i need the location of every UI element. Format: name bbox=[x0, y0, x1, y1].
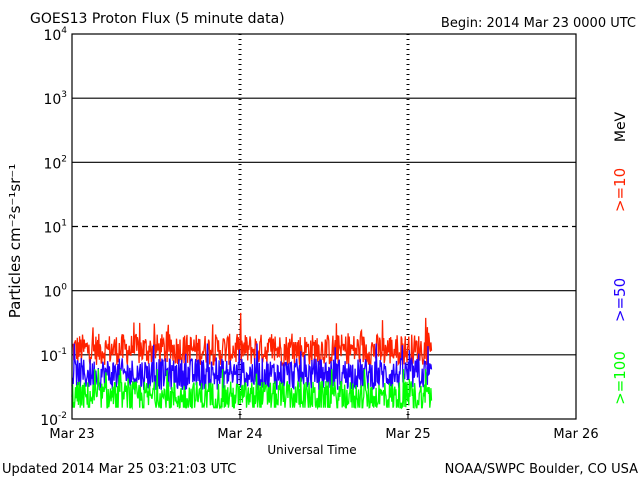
x-axis-label: Universal Time bbox=[267, 443, 356, 457]
legend-entry: >=50 bbox=[611, 278, 629, 322]
y-tick-label: 100 bbox=[43, 283, 67, 301]
y-tick-base: 10 bbox=[43, 221, 61, 237]
y-tick-base: 10 bbox=[40, 349, 58, 365]
updated-timestamp: Updated 2014 Mar 25 03:21:03 UTC bbox=[2, 462, 236, 477]
y-tick-exponent: -1 bbox=[58, 347, 67, 357]
series-line-ge50 bbox=[71, 343, 433, 391]
y-tick-base: 10 bbox=[43, 156, 61, 172]
y-tick-exponent: 3 bbox=[61, 90, 67, 100]
credit-label: NOAA/SWPC Boulder, CO USA bbox=[445, 462, 638, 477]
series-line-ge10 bbox=[71, 312, 433, 367]
y-tick-base: 10 bbox=[43, 92, 61, 108]
x-tick-label: Mar 24 bbox=[217, 427, 262, 442]
series-layer bbox=[71, 312, 433, 411]
legend-entry: >=10 bbox=[611, 168, 629, 212]
y-tick-base: 10 bbox=[40, 413, 58, 429]
y-tick-label: 104 bbox=[43, 26, 67, 44]
y-tick-exponent: -2 bbox=[58, 411, 67, 421]
legend: >=10 >=50 >=100 MeV bbox=[611, 111, 629, 404]
y-tick-exponent: 2 bbox=[61, 154, 67, 164]
legend-entry: >=100 bbox=[611, 351, 629, 405]
y-tick-label: 102 bbox=[43, 154, 67, 172]
y-tick-exponent: 4 bbox=[61, 26, 67, 36]
x-tick-label: Mar 25 bbox=[385, 427, 430, 442]
y-tick-label: 101 bbox=[43, 219, 67, 237]
y-tick-label: 10-1 bbox=[40, 347, 67, 365]
y-tick-label: 10-2 bbox=[40, 411, 67, 429]
y-tick-exponent: 0 bbox=[61, 283, 67, 293]
chart-title: GOES13 Proton Flux (5 minute data) bbox=[30, 11, 285, 27]
x-tick-label: Mar 23 bbox=[49, 427, 94, 442]
y-axis-label: Particles cm⁻²s⁻¹sr⁻¹ bbox=[6, 164, 24, 318]
begin-label: Begin: 2014 Mar 23 0000 UTC bbox=[441, 16, 636, 31]
y-tick-base: 10 bbox=[43, 28, 61, 44]
legend-unit-label: MeV bbox=[613, 111, 629, 142]
y-tick-exponent: 1 bbox=[61, 219, 67, 229]
plot-frame bbox=[71, 33, 577, 420]
series-line-ge100 bbox=[71, 369, 433, 411]
y-tick-label: 103 bbox=[43, 90, 67, 108]
y-tick-base: 10 bbox=[43, 285, 61, 301]
x-tick-label: Mar 26 bbox=[553, 427, 598, 442]
